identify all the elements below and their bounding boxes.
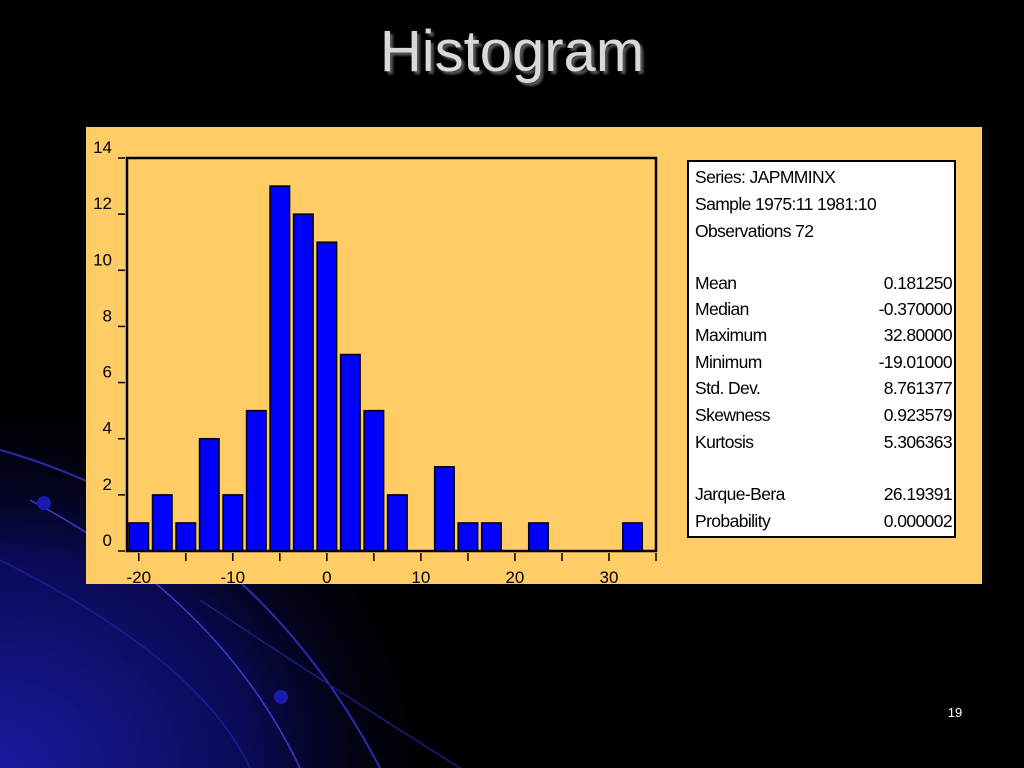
- stat-row-median: Median -0.370000: [695, 299, 953, 323]
- stat-row-maximum: Maximum 32.80000: [695, 325, 953, 349]
- stat-label: Probability: [695, 511, 771, 531]
- histogram-bar: [222, 494, 244, 552]
- slide-title: Histogram: [379, 19, 645, 84]
- histogram-bar: [128, 522, 150, 552]
- y-tick-label: 12: [93, 194, 112, 213]
- statistics-box: Series: JAPMMINX Sample 1975:11 1981:10 …: [687, 160, 956, 538]
- stat-value: 32.80000: [883, 325, 953, 345]
- stat-value: 26.19391: [883, 484, 953, 504]
- stat-value: 0.923579: [883, 405, 953, 425]
- histogram-bar: [292, 213, 314, 552]
- stat-row-mean: Mean 0.181250: [695, 273, 953, 297]
- histogram-bar: [245, 409, 267, 552]
- x-tick-label: 30: [600, 568, 619, 584]
- stat-row-skewness: Skewness 0.923579: [695, 405, 953, 429]
- sample-range: Sample 1975:11 1981:10: [695, 194, 877, 214]
- x-tick-label: -20: [126, 568, 151, 584]
- y-tick-label: 4: [103, 419, 112, 438]
- stat-label: Mean: [695, 273, 737, 293]
- stat-row-kurtosis: Kurtosis 5.306363: [695, 432, 953, 456]
- stat-label: Skewness: [695, 405, 771, 425]
- stat-value: 8.761377: [883, 378, 953, 398]
- x-tick-label: 0: [322, 568, 331, 584]
- y-tick-label: 6: [103, 363, 112, 382]
- stat-value: -0.370000: [878, 299, 953, 319]
- stat-row-jarque-bera: Jarque-Bera 26.19391: [695, 484, 953, 508]
- chart-panel: 0 2 4 6 8 10 12 14 -20 -10 0 10 20 30 Series: JAPMMIN…: [86, 127, 982, 584]
- histogram-bar: [527, 522, 549, 552]
- y-tick-label: 14: [93, 138, 112, 157]
- observations-count: Observations 72: [695, 221, 814, 241]
- histogram-bar: [363, 409, 385, 552]
- histogram-bar: [480, 522, 502, 552]
- histogram-bar: [269, 185, 291, 552]
- stat-row-probability: Probability 0.000002: [695, 511, 953, 535]
- stat-value: -19.01000: [878, 352, 953, 372]
- y-tick-label: 2: [103, 475, 112, 494]
- histogram-bar: [339, 353, 361, 552]
- y-tick-label: 10: [93, 250, 112, 269]
- x-tick-label: -10: [221, 568, 246, 584]
- x-tick-label: 10: [411, 568, 430, 584]
- series-name: Series: JAPMMINX: [695, 167, 836, 187]
- histogram-bar: [151, 494, 173, 552]
- stat-label: Maximum: [695, 325, 767, 345]
- histogram-bar: [621, 522, 643, 552]
- x-tick-label: 20: [505, 568, 524, 584]
- histogram-bar: [198, 437, 220, 552]
- stat-value: 5.306363: [883, 432, 953, 452]
- histogram-bar: [386, 494, 408, 552]
- stat-row-minimum: Minimum -19.01000: [695, 352, 953, 376]
- y-tick-label: 0: [103, 531, 112, 550]
- stat-value: 0.181250: [883, 273, 953, 293]
- stat-label: Jarque-Bera: [695, 484, 785, 504]
- histogram-bar: [433, 466, 455, 552]
- stat-label: Median: [695, 299, 749, 319]
- histogram-bar: [457, 522, 479, 552]
- slide-number: 19: [947, 705, 963, 720]
- stat-label: Std. Dev.: [695, 378, 761, 398]
- histogram-bar: [316, 241, 338, 552]
- stat-row-std-dev: Std. Dev. 8.761377: [695, 378, 953, 402]
- stat-label: Minimum: [695, 352, 762, 372]
- histogram-chart: 0 2 4 6 8 10 12 14 -20 -10 0 10 20 30: [93, 138, 658, 584]
- stat-value: 0.000002: [883, 511, 953, 531]
- y-tick-label: 8: [103, 306, 112, 325]
- stat-label: Kurtosis: [695, 432, 754, 452]
- histogram-bar: [175, 522, 197, 552]
